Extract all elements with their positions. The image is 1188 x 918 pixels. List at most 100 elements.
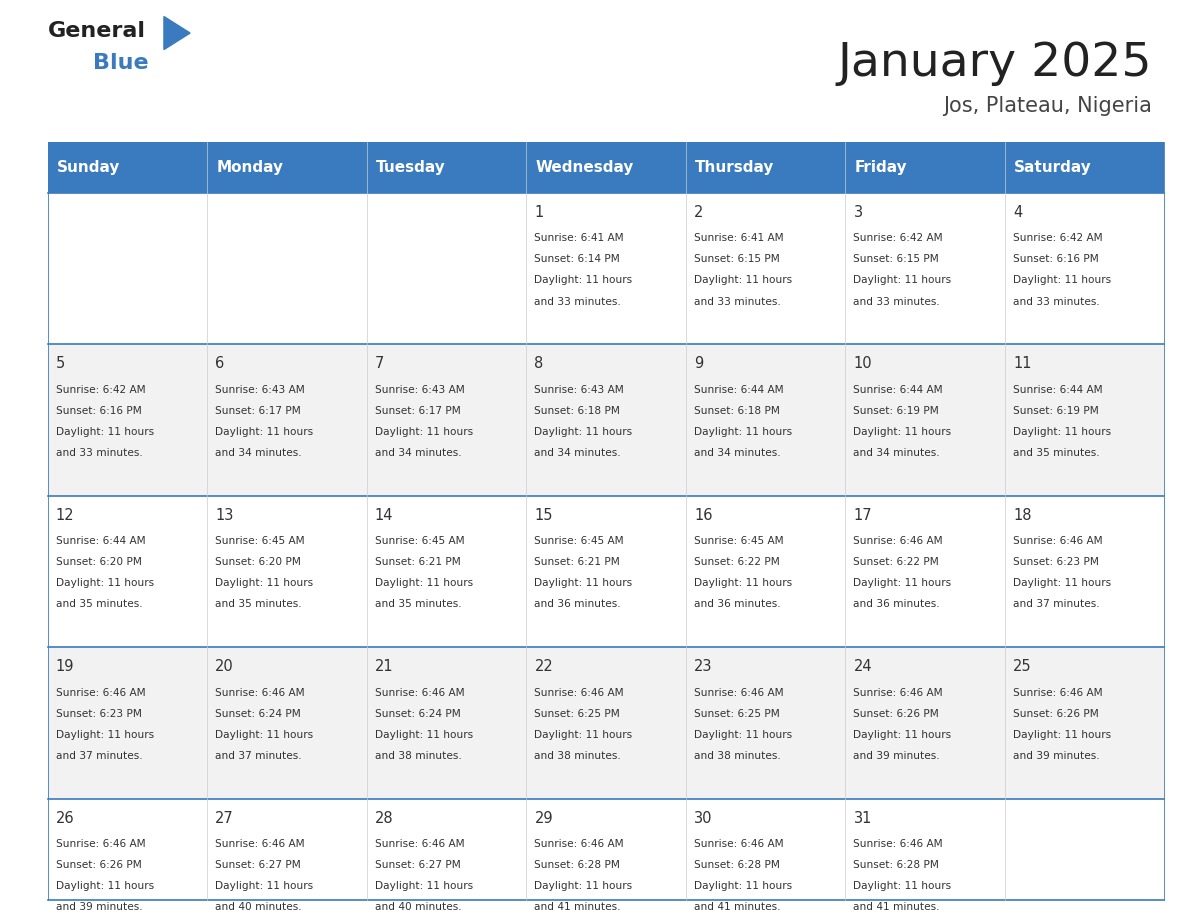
Text: Daylight: 11 hours: Daylight: 11 hours	[56, 881, 154, 891]
Text: 10: 10	[853, 356, 872, 371]
Text: Sunset: 6:24 PM: Sunset: 6:24 PM	[215, 709, 301, 719]
Text: 23: 23	[694, 659, 713, 674]
Text: 22: 22	[535, 659, 554, 674]
Text: Sunset: 6:28 PM: Sunset: 6:28 PM	[535, 860, 620, 870]
Text: Daylight: 11 hours: Daylight: 11 hours	[853, 427, 952, 437]
Text: Daylight: 11 hours: Daylight: 11 hours	[1013, 427, 1111, 437]
Text: 20: 20	[215, 659, 234, 674]
Text: Sunset: 6:22 PM: Sunset: 6:22 PM	[853, 557, 940, 567]
Text: 28: 28	[375, 811, 393, 825]
Text: and 33 minutes.: and 33 minutes.	[535, 297, 621, 307]
Text: Sunset: 6:18 PM: Sunset: 6:18 PM	[535, 406, 620, 416]
Text: Sunrise: 6:46 AM: Sunrise: 6:46 AM	[215, 839, 305, 849]
Text: General: General	[48, 21, 145, 41]
Text: Sunrise: 6:45 AM: Sunrise: 6:45 AM	[694, 536, 784, 546]
Text: and 36 minutes.: and 36 minutes.	[694, 599, 781, 610]
Text: Sunset: 6:21 PM: Sunset: 6:21 PM	[535, 557, 620, 567]
Text: Daylight: 11 hours: Daylight: 11 hours	[215, 730, 314, 740]
Text: Sunset: 6:22 PM: Sunset: 6:22 PM	[694, 557, 779, 567]
Text: and 41 minutes.: and 41 minutes.	[535, 902, 621, 912]
Text: Blue: Blue	[93, 53, 148, 73]
Text: Sunset: 6:23 PM: Sunset: 6:23 PM	[1013, 557, 1099, 567]
Text: Daylight: 11 hours: Daylight: 11 hours	[215, 881, 314, 891]
Text: Sunset: 6:28 PM: Sunset: 6:28 PM	[694, 860, 779, 870]
Text: Daylight: 11 hours: Daylight: 11 hours	[694, 881, 792, 891]
Text: Sunset: 6:28 PM: Sunset: 6:28 PM	[853, 860, 940, 870]
Text: 27: 27	[215, 811, 234, 825]
Bar	[367, 142, 526, 193]
Text: Sunset: 6:20 PM: Sunset: 6:20 PM	[215, 557, 302, 567]
Text: Sunrise: 6:42 AM: Sunrise: 6:42 AM	[853, 233, 943, 243]
Bar	[685, 142, 845, 193]
Text: Sunrise: 6:46 AM: Sunrise: 6:46 AM	[853, 839, 943, 849]
Text: Sunset: 6:26 PM: Sunset: 6:26 PM	[56, 860, 141, 870]
Text: and 37 minutes.: and 37 minutes.	[56, 751, 143, 761]
Text: Sunset: 6:16 PM: Sunset: 6:16 PM	[56, 406, 141, 416]
Text: Sunset: 6:26 PM: Sunset: 6:26 PM	[853, 709, 940, 719]
Text: 18: 18	[1013, 508, 1031, 522]
Text: Daylight: 11 hours: Daylight: 11 hours	[694, 427, 792, 437]
Text: 30: 30	[694, 811, 713, 825]
Text: and 35 minutes.: and 35 minutes.	[375, 599, 461, 610]
Text: Daylight: 11 hours: Daylight: 11 hours	[1013, 730, 1111, 740]
Text: 21: 21	[375, 659, 393, 674]
Text: 14: 14	[375, 508, 393, 522]
Text: Sunrise: 6:43 AM: Sunrise: 6:43 AM	[215, 385, 305, 395]
Text: Sunrise: 6:46 AM: Sunrise: 6:46 AM	[375, 688, 465, 698]
Text: and 36 minutes.: and 36 minutes.	[853, 599, 940, 610]
Text: 24: 24	[853, 659, 872, 674]
Bar	[845, 142, 1005, 193]
Text: and 39 minutes.: and 39 minutes.	[1013, 751, 1100, 761]
Text: Sunrise: 6:46 AM: Sunrise: 6:46 AM	[1013, 536, 1102, 546]
Text: Daylight: 11 hours: Daylight: 11 hours	[215, 427, 314, 437]
Text: Sunrise: 6:42 AM: Sunrise: 6:42 AM	[1013, 233, 1102, 243]
Text: Monday: Monday	[216, 160, 284, 175]
Bar	[48, 647, 1164, 799]
Text: and 38 minutes.: and 38 minutes.	[375, 751, 462, 761]
Text: Wednesday: Wednesday	[536, 160, 634, 175]
Text: Friday: Friday	[854, 160, 908, 175]
Text: Daylight: 11 hours: Daylight: 11 hours	[853, 881, 952, 891]
Text: and 41 minutes.: and 41 minutes.	[694, 902, 781, 912]
Text: Sunset: 6:14 PM: Sunset: 6:14 PM	[535, 254, 620, 264]
Text: and 33 minutes.: and 33 minutes.	[56, 448, 143, 458]
Text: Sunrise: 6:46 AM: Sunrise: 6:46 AM	[694, 688, 784, 698]
Text: Sunrise: 6:46 AM: Sunrise: 6:46 AM	[56, 688, 145, 698]
Text: Daylight: 11 hours: Daylight: 11 hours	[694, 578, 792, 588]
Text: Sunset: 6:15 PM: Sunset: 6:15 PM	[694, 254, 779, 264]
Bar	[1005, 142, 1164, 193]
Text: Sunset: 6:15 PM: Sunset: 6:15 PM	[853, 254, 940, 264]
Text: 7: 7	[375, 356, 384, 371]
Text: Sunset: 6:21 PM: Sunset: 6:21 PM	[375, 557, 461, 567]
Text: and 33 minutes.: and 33 minutes.	[694, 297, 781, 307]
Text: Sunset: 6:24 PM: Sunset: 6:24 PM	[375, 709, 461, 719]
Text: and 34 minutes.: and 34 minutes.	[535, 448, 621, 458]
Text: and 33 minutes.: and 33 minutes.	[1013, 297, 1100, 307]
Text: Tuesday: Tuesday	[377, 160, 446, 175]
Text: Sunset: 6:25 PM: Sunset: 6:25 PM	[535, 709, 620, 719]
Text: 31: 31	[853, 811, 872, 825]
Text: Sunrise: 6:46 AM: Sunrise: 6:46 AM	[535, 688, 624, 698]
Text: Sunset: 6:19 PM: Sunset: 6:19 PM	[853, 406, 940, 416]
Text: Daylight: 11 hours: Daylight: 11 hours	[694, 730, 792, 740]
Text: Sunrise: 6:43 AM: Sunrise: 6:43 AM	[375, 385, 465, 395]
Text: 13: 13	[215, 508, 234, 522]
Text: and 34 minutes.: and 34 minutes.	[375, 448, 461, 458]
Text: 9: 9	[694, 356, 703, 371]
Bar	[207, 142, 367, 193]
Text: Sunset: 6:18 PM: Sunset: 6:18 PM	[694, 406, 779, 416]
Text: Sunset: 6:27 PM: Sunset: 6:27 PM	[375, 860, 461, 870]
Text: and 35 minutes.: and 35 minutes.	[1013, 448, 1100, 458]
Text: Daylight: 11 hours: Daylight: 11 hours	[535, 275, 632, 285]
Text: 12: 12	[56, 508, 75, 522]
Text: Daylight: 11 hours: Daylight: 11 hours	[535, 881, 632, 891]
Text: Daylight: 11 hours: Daylight: 11 hours	[375, 427, 473, 437]
Text: and 36 minutes.: and 36 minutes.	[535, 599, 621, 610]
Text: Saturday: Saturday	[1015, 160, 1092, 175]
Text: Sunrise: 6:44 AM: Sunrise: 6:44 AM	[1013, 385, 1102, 395]
Text: Sunset: 6:16 PM: Sunset: 6:16 PM	[1013, 254, 1099, 264]
Bar	[48, 142, 207, 193]
Text: Sunrise: 6:43 AM: Sunrise: 6:43 AM	[535, 385, 624, 395]
Text: and 40 minutes.: and 40 minutes.	[215, 902, 302, 912]
Text: Daylight: 11 hours: Daylight: 11 hours	[535, 427, 632, 437]
